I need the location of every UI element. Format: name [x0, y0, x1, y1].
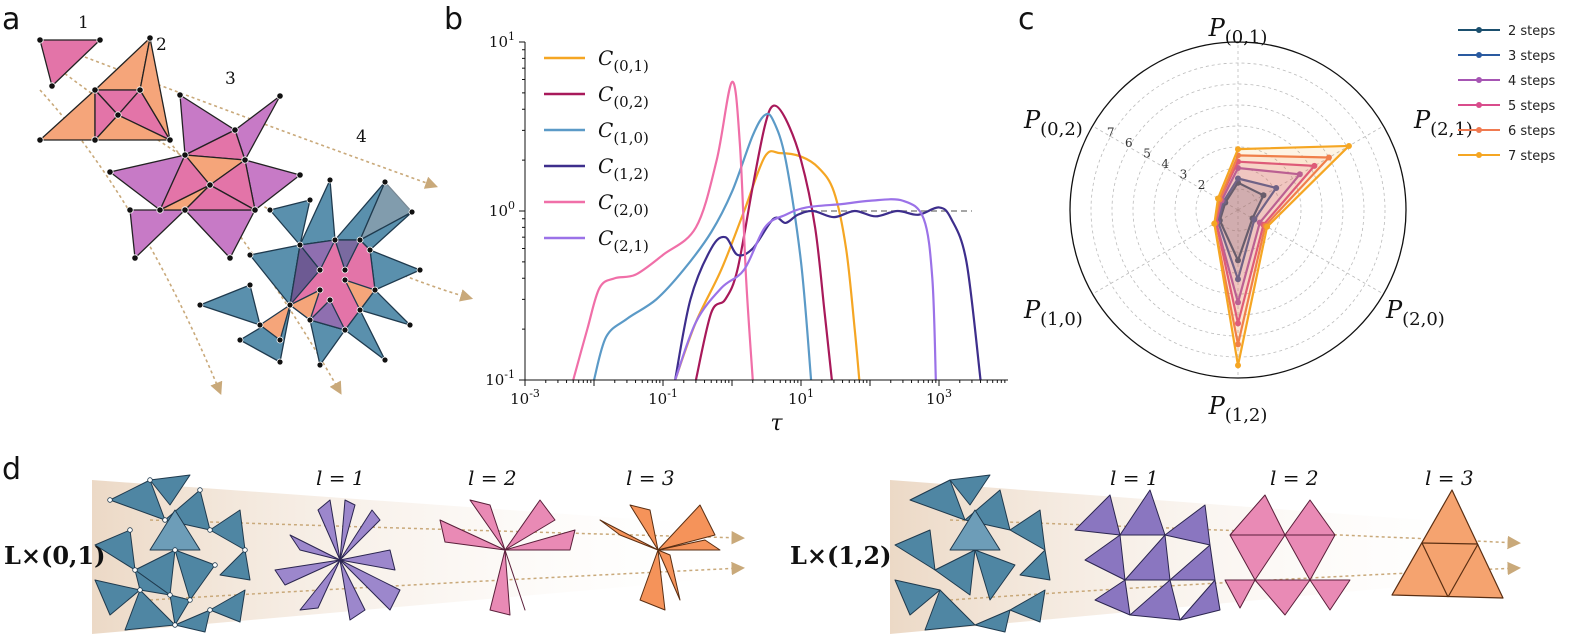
series-line-1 — [694, 104, 833, 381]
legend-label-0: C(0,1) — [598, 46, 649, 75]
operator-label-left: L×(0,1) — [4, 541, 105, 570]
chart-c-series — [1211, 142, 1352, 369]
radar-point — [1345, 142, 1352, 149]
right-coarse-graining-sequence: l = 1 l = 2 l = 3 L×(1,2) — [790, 466, 1530, 634]
level-label-l2-left: l = 2 — [468, 466, 517, 490]
radar-legend-label-5: 7 steps — [1508, 149, 1556, 164]
radar-axis-label-5: P(0,2) — [1023, 106, 1083, 140]
series-line-3 — [674, 206, 982, 381]
radar-legend-marker-3 — [1476, 102, 1482, 108]
radar-axis-label-4: P(1,0) — [1023, 296, 1083, 330]
radar-point — [1211, 220, 1218, 227]
legend-label-3: C(1,2) — [598, 154, 649, 183]
panel-label-b: b — [444, 2, 464, 37]
radar-legend-label-3: 5 steps — [1508, 99, 1556, 114]
series-line-5 — [674, 198, 937, 381]
radar-tick-label: 3 — [1180, 168, 1188, 182]
radar-point — [1325, 154, 1332, 161]
radar-legend-marker-4 — [1476, 127, 1482, 133]
chart-c-axis-labels: P(0,1) P(2,1) P(2,0) P(1,2) P(1,0) P(0,2) — [1023, 14, 1473, 426]
radar-point — [1235, 320, 1241, 327]
x-tick-label: 101 — [788, 387, 814, 408]
x-tick-label: 10-3 — [510, 387, 540, 408]
radar-outer-circle — [1069, 41, 1407, 379]
y-tick-label: 100 — [489, 199, 515, 220]
radar-point — [1311, 162, 1318, 169]
legend-label-1: C(0,2) — [598, 82, 649, 111]
radar-tick-label: 4 — [1161, 157, 1169, 171]
radar-legend-marker-0 — [1476, 27, 1482, 33]
legend-label-4: C(2,0) — [598, 190, 649, 219]
panel-d-coarse-graining-illustration: l = 1 l = 2 l = 3 L×(0,1) — [4, 466, 1530, 634]
level-label-l3-right: l = 3 — [1425, 466, 1474, 490]
radar-point — [1251, 216, 1258, 223]
radar-legend-label-4: 6 steps — [1508, 124, 1556, 139]
radar-point — [1264, 223, 1271, 230]
radar-legend-label-0: 2 steps — [1508, 24, 1556, 39]
radar-legend-marker-5 — [1476, 152, 1482, 158]
radar-point — [1260, 192, 1267, 199]
y-tick-label: 101 — [489, 30, 515, 51]
operator-label-right: L×(1,2) — [790, 541, 891, 570]
x-axis-label: τ — [770, 411, 783, 436]
stage-label-2: 2 — [156, 35, 167, 55]
radar-tick-label: 5 — [1143, 147, 1151, 161]
stage-label-1: 1 — [78, 13, 89, 33]
left-coarse-graining-sequence: l = 1 l = 2 l = 3 L×(0,1) — [4, 466, 760, 634]
radar-grid-ring — [1111, 83, 1365, 337]
legend-label-2: C(1,0) — [598, 118, 649, 147]
chart-b-legend: C(0,1) C(0,2) C(1,0) C(1,2) C(2,0) C(2,1) — [544, 46, 649, 255]
radar-axis-label-1: P(2,1) — [1413, 106, 1473, 140]
panel-a-simplicial-complex-illustration: 1 2 3 4 — [36, 13, 474, 395]
radar-legend-marker-1 — [1476, 52, 1482, 58]
radar-grid-ring — [1153, 125, 1323, 295]
panel-label-d: d — [2, 452, 22, 487]
radar-legend-label-1: 3 steps — [1508, 49, 1556, 64]
radar-axis-label-3: P(1,2) — [1208, 392, 1268, 426]
chart-c-legend: 2 steps 3 steps 4 steps 5 steps 6 steps 7 ste… — [1458, 24, 1556, 164]
legend-label-5: C(2,1) — [598, 226, 649, 255]
radar-point — [1296, 171, 1303, 178]
panel-label-a: a — [2, 2, 21, 37]
x-tick-label: 103 — [926, 387, 952, 408]
y-tick-label: 10-1 — [485, 368, 515, 389]
radar-tick-label: 7 — [1107, 126, 1115, 140]
series-line-2 — [592, 112, 813, 381]
radar-point — [1235, 299, 1241, 306]
chart-b-plot-area — [572, 80, 982, 381]
radar-tick-label: 2 — [1198, 178, 1206, 192]
radar-axis-label-2: P(2,0) — [1385, 296, 1445, 330]
radar-point — [1235, 362, 1241, 369]
stage-label-4: 4 — [356, 127, 367, 147]
radar-point — [1235, 175, 1241, 182]
radar-point — [1273, 184, 1280, 191]
level-label-l1-left: l = 1 — [316, 466, 365, 490]
level-label-l2-right: l = 2 — [1270, 466, 1319, 490]
stage-label-3: 3 — [225, 69, 236, 89]
level-label-l3-left: l = 3 — [626, 466, 675, 490]
series-line-0 — [674, 150, 861, 381]
panel-label-c: c — [1018, 2, 1035, 37]
radar-axis-label-0: P(0,1) — [1208, 14, 1268, 48]
series-line-4 — [572, 80, 754, 381]
radar-point — [1235, 276, 1241, 283]
x-tick-label: 10-1 — [648, 387, 678, 408]
level-label-l1-right: l = 1 — [1110, 466, 1159, 490]
radar-point — [1214, 195, 1221, 202]
radar-tick-label: 6 — [1125, 136, 1133, 150]
radar-point — [1235, 341, 1241, 348]
radar-point — [1235, 146, 1241, 153]
radar-point — [1235, 257, 1241, 264]
radar-legend-label-2: 4 steps — [1508, 74, 1556, 89]
radar-legend-marker-2 — [1476, 77, 1482, 83]
